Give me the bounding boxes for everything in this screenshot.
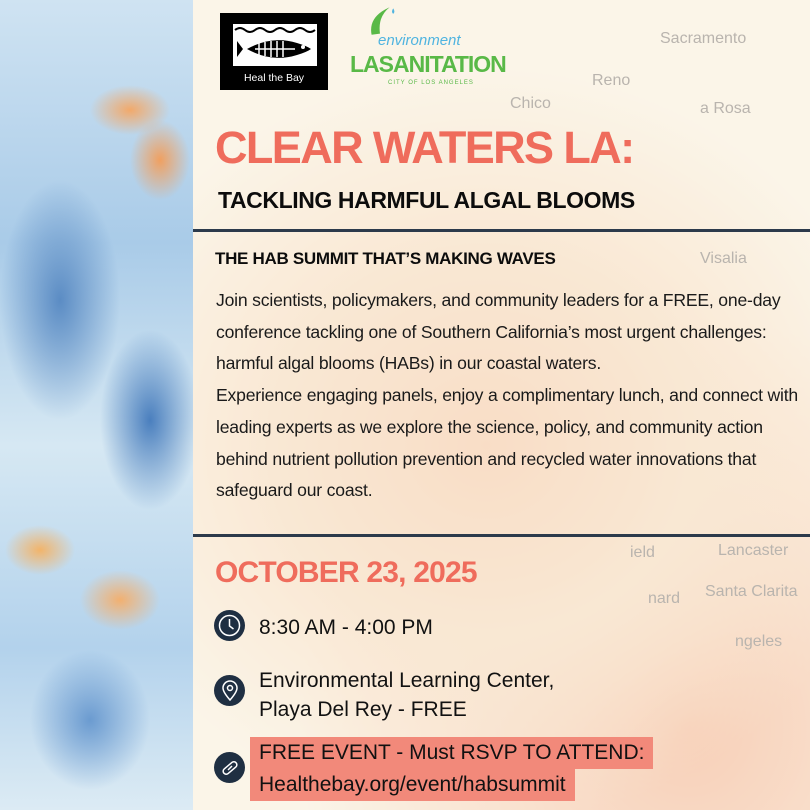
map-label: a Rosa (700, 100, 751, 117)
event-description: Join scientists, policymakers, and commu… (216, 285, 801, 507)
heal-the-bay-logo: Heal the Bay (220, 13, 328, 90)
map-label: ield (630, 544, 655, 561)
event-date: OCTOBER 23, 2025 (215, 556, 478, 589)
event-time: 8:30 AM - 4:00 PM (259, 616, 433, 639)
clock-icon (214, 610, 245, 641)
divider (193, 229, 810, 232)
location-pin-icon (214, 675, 245, 706)
description-paragraph: Experience engaging panels, enjoy a comp… (216, 385, 798, 501)
map-label: Reno (592, 72, 631, 89)
map-label: Santa Clarita (705, 583, 798, 600)
fish-skeleton-icon (233, 24, 317, 66)
map-label: ngeles (735, 633, 783, 650)
description-paragraph: Join scientists, policymakers, and commu… (216, 290, 781, 374)
section-heading: THE HAB SUMMIT THAT’S MAKING WAVES (215, 249, 556, 268)
la-sanitation-logo: environment LASANITATION CITY OF LOS ANG… (350, 6, 507, 92)
map-label: Sacramento (660, 30, 747, 47)
map-background (193, 0, 810, 810)
event-title: CLEAR WATERS LA: (215, 122, 635, 173)
event-location: Environmental Learning Center, Playa Del… (259, 669, 555, 721)
link-icon (214, 752, 245, 783)
event-subtitle: TACKLING HARMFUL ALGAL BLOOMS (218, 187, 635, 213)
rsvp-link[interactable]: Healthebay.org/event/habsummit (250, 769, 575, 801)
rsvp-notice: FREE EVENT - Must RSVP TO ATTEND: (250, 737, 654, 769)
divider (193, 534, 810, 537)
map-label: Lancaster (718, 542, 789, 559)
map-label: Visalia (700, 250, 747, 267)
ocean-satellite-image (0, 0, 193, 810)
leaf-icon (371, 7, 395, 35)
map-label: Chico (510, 95, 551, 112)
map-label: nard (648, 590, 681, 607)
